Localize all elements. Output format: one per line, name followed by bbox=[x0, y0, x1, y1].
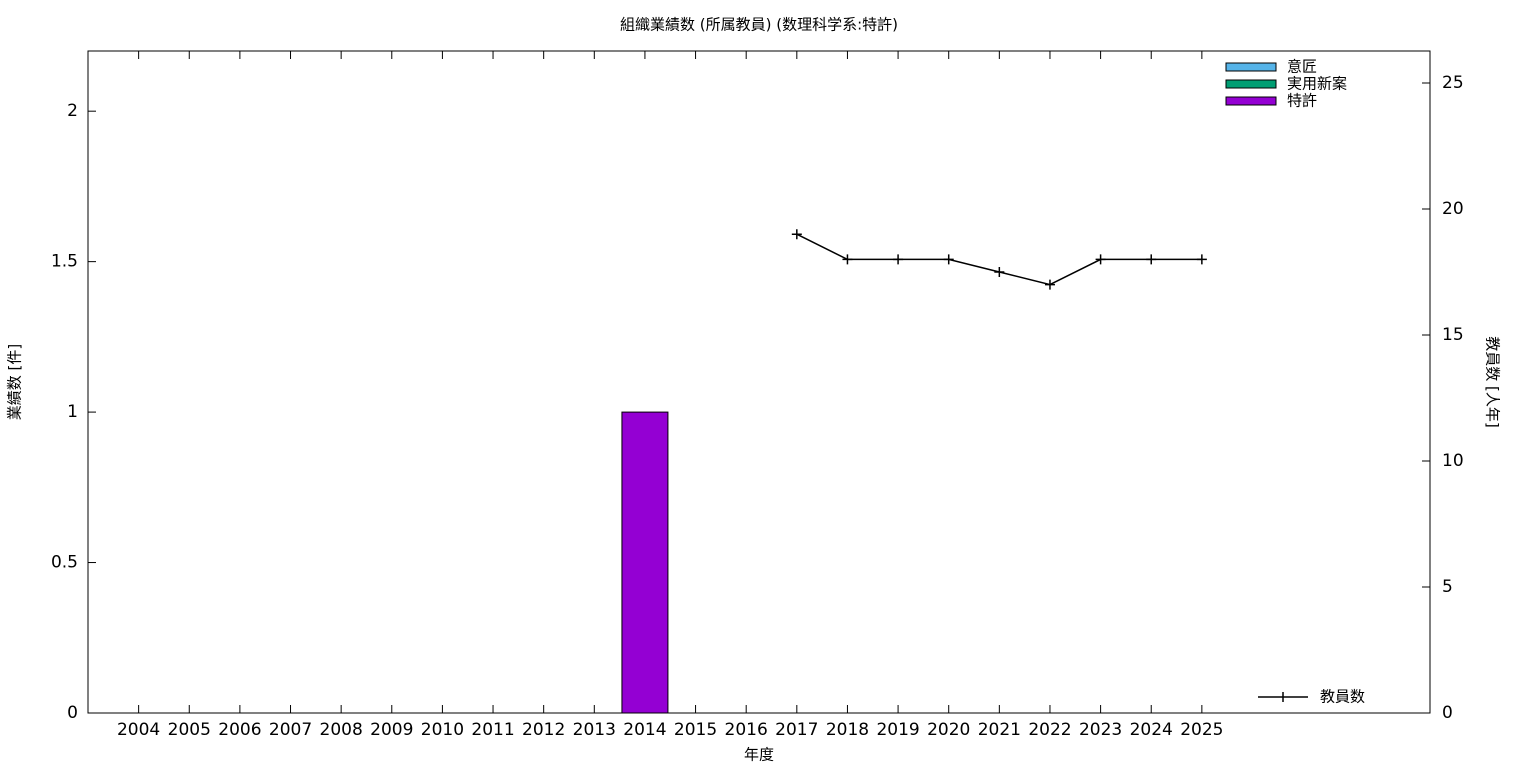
legend-label: 実用新案 bbox=[1287, 75, 1347, 93]
x-tick-label: 2008 bbox=[320, 720, 363, 740]
bar bbox=[621, 411, 669, 714]
x-tick-label: 2009 bbox=[370, 720, 413, 740]
x-tick-label: 2017 bbox=[775, 720, 818, 740]
chart-title: 組織業績数 (所属教員) (数理科学系:特許) bbox=[620, 16, 898, 34]
legend-swatch bbox=[1225, 62, 1277, 72]
x-tick-label: 2019 bbox=[876, 720, 919, 740]
y2-axis-label: 教員数 [人年] bbox=[1484, 336, 1502, 427]
y2-tick-label: 0 bbox=[1442, 703, 1453, 723]
legend-label: 特許 bbox=[1287, 92, 1317, 110]
x-tick-label: 2007 bbox=[269, 720, 312, 740]
x-tick-label: 2006 bbox=[218, 720, 261, 740]
x-tick-label: 2018 bbox=[826, 720, 869, 740]
x-tick-label: 2011 bbox=[471, 720, 514, 740]
point bbox=[943, 254, 954, 265]
x-tick-label: 2024 bbox=[1130, 720, 1173, 740]
plot-frame bbox=[87, 50, 1431, 714]
legend-swatch bbox=[1225, 79, 1277, 89]
x-tick-label: 2013 bbox=[573, 720, 616, 740]
y2-tick-label: 20 bbox=[1442, 199, 1464, 219]
x-tick-label: 2020 bbox=[927, 720, 970, 740]
x-tick-label: 2015 bbox=[674, 720, 717, 740]
point bbox=[1095, 254, 1106, 265]
x-tick-label: 2022 bbox=[1028, 720, 1071, 740]
y-tick-label: 0.5 bbox=[51, 553, 78, 573]
x-tick-label: 2004 bbox=[117, 720, 160, 740]
y2-tick-label: 5 bbox=[1442, 577, 1453, 597]
y2-tick-label: 15 bbox=[1442, 325, 1464, 345]
point bbox=[994, 267, 1005, 278]
y2-tick-label: 25 bbox=[1442, 73, 1464, 93]
legend-label: 教員数 bbox=[1320, 688, 1365, 706]
y-tick-label: 2 bbox=[67, 101, 78, 121]
x-tick-label: 2012 bbox=[522, 720, 565, 740]
x-tick-label: 2010 bbox=[421, 720, 464, 740]
y2-tick-label: 10 bbox=[1442, 451, 1464, 471]
legend-swatch bbox=[1225, 96, 1277, 106]
point bbox=[1146, 254, 1157, 265]
x-axis-label: 年度 bbox=[744, 746, 774, 764]
x-tick-label: 2023 bbox=[1079, 720, 1122, 740]
point bbox=[842, 254, 853, 265]
x-tick-label: 2014 bbox=[623, 720, 666, 740]
y-tick-label: 1 bbox=[67, 402, 78, 422]
legend-label: 意匠 bbox=[1287, 58, 1317, 76]
y-tick-label: 1.5 bbox=[51, 252, 78, 272]
y-tick-label: 0 bbox=[67, 703, 78, 723]
point bbox=[791, 229, 802, 240]
line bbox=[796, 233, 1202, 286]
x-tick-label: 2021 bbox=[978, 720, 1021, 740]
point bbox=[1044, 279, 1055, 290]
point bbox=[893, 254, 904, 265]
x-tick-label: 2005 bbox=[168, 720, 211, 740]
x-tick-label: 2016 bbox=[725, 720, 768, 740]
point bbox=[1196, 254, 1207, 265]
x-tick-label: 2025 bbox=[1180, 720, 1223, 740]
y-axis-label: 業績数 [件] bbox=[6, 344, 24, 420]
